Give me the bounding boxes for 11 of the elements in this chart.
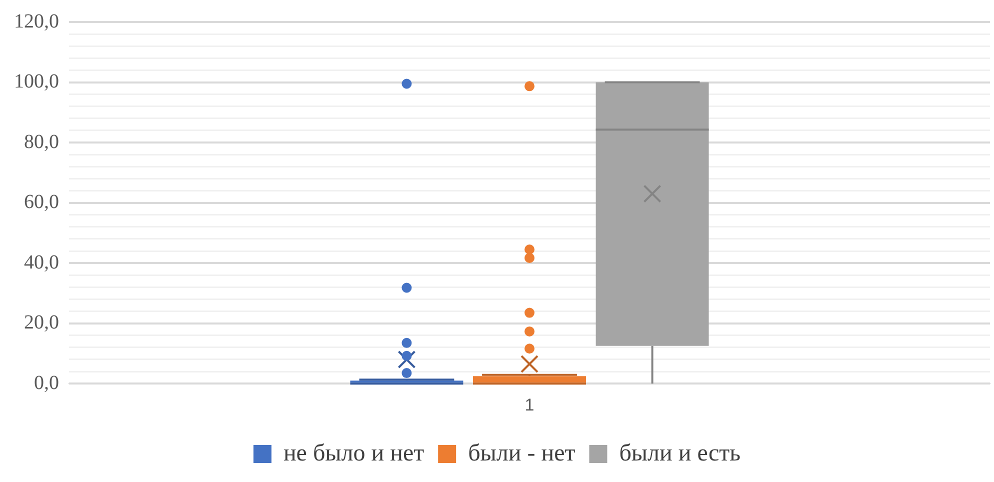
y-tick-label: 40,0: [24, 251, 59, 274]
y-tick-label: 80,0: [24, 130, 59, 153]
y-tick-label: 20,0: [24, 312, 59, 334]
legend-label: были - нет: [468, 440, 576, 466]
legend-label: были и есть: [619, 440, 741, 466]
y-tick-label: 0,0: [34, 372, 59, 394]
x-tick-label: 1: [524, 395, 534, 414]
y-tick-label: 100,0: [14, 70, 59, 93]
legend-label: не было и нет: [283, 440, 425, 466]
y-tick-label: 60,0: [24, 191, 59, 214]
y-tick-label: 120,0: [14, 10, 59, 32]
